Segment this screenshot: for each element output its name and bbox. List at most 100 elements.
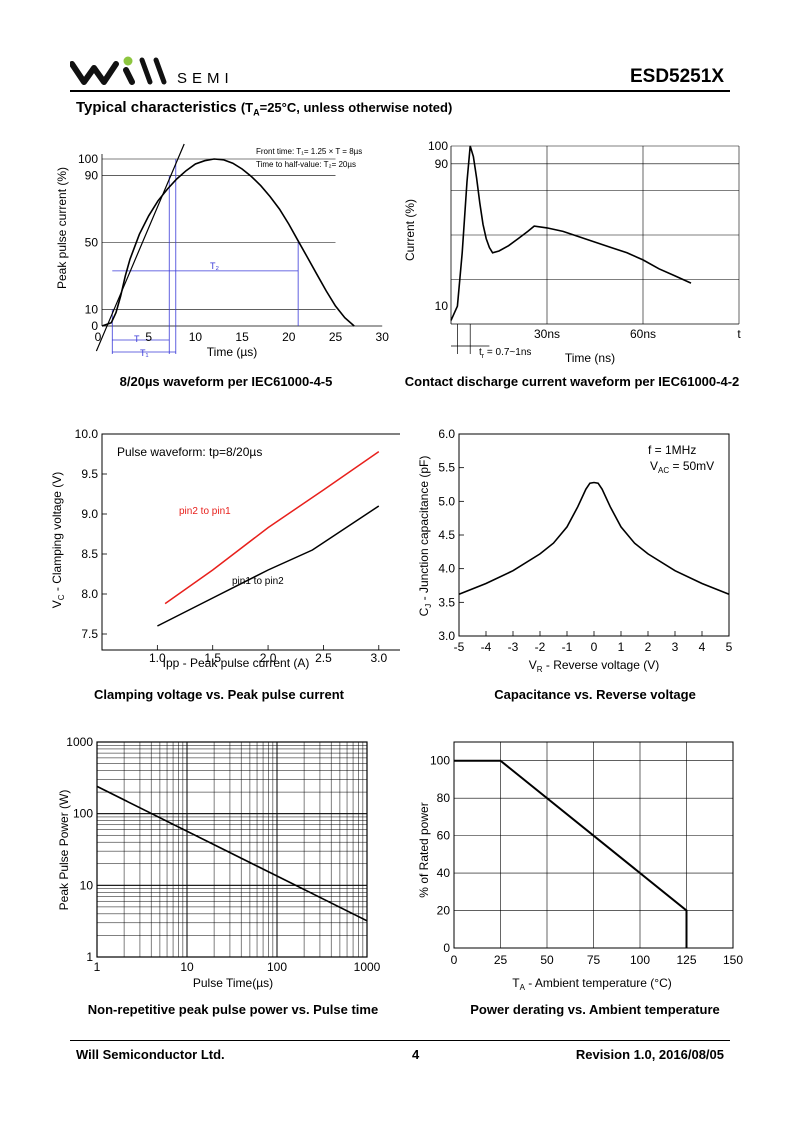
x-tick-label: -4 (481, 640, 492, 654)
front-tangent-line (95, 143, 185, 352)
x-tick-label: -2 (535, 640, 546, 654)
x-tick-label: 5 (726, 640, 733, 654)
caption-chart-5: Non-repetitive peak pulse power vs. Puls… (87, 1002, 379, 1017)
condition-frequency: f = 1MHz (648, 443, 696, 457)
y-tick-label: 100 (430, 754, 450, 768)
chart-clamping-voltage: 1.0 1.5 2.0 2.5 3.0 7.5 8.0 8.5 9.0 9.5 10.0 Pulse… (50, 427, 400, 670)
part-number: ESD5251X (629, 66, 724, 87)
y-tick-label: 10 (435, 299, 449, 313)
y-tick-label: 3.0 (438, 629, 455, 643)
x-axis-label: Time (ns) (565, 351, 615, 365)
section-title-text: Typical characteristics (76, 99, 237, 116)
y-tick-label: 6.0 (438, 427, 455, 441)
y-tick-label: 40 (437, 866, 451, 880)
x-tick-label: 150 (723, 953, 743, 967)
y-tick-label: 0 (443, 941, 450, 955)
chart-contact-discharge: 30ns 60ns t 10 90 100 Time (ns) Current (%) t… (403, 139, 741, 365)
x-tick-label: -1 (562, 640, 573, 654)
x-tick-label: 25 (494, 953, 508, 967)
x-tick-label: 15 (235, 330, 249, 344)
y-axis-label: CJ - Junction capacitance (pF) (417, 456, 433, 617)
waveform-curve (101, 158, 355, 327)
y-axis-label: VC - Clamping voltage (V) (50, 472, 66, 609)
x-tick-label: 100 (630, 953, 650, 967)
y-tick-label: 10.0 (75, 427, 99, 441)
y-tick-label: 10 (85, 302, 99, 316)
power-curve (96, 785, 368, 922)
y-tick-label: 5.0 (438, 494, 455, 508)
x-tick-label: 0 (95, 330, 102, 344)
brand-text: SEMI (177, 70, 234, 87)
y-tick-label: 8.0 (81, 587, 98, 601)
x-tick-label: 2 (645, 640, 652, 654)
x-tick-label: -5 (454, 640, 465, 654)
x-axis-label: Ipp - Peak pulse current (A) (163, 656, 310, 670)
plot-frame (96, 741, 368, 958)
x-tick-label: 1.5 (204, 651, 221, 665)
y-axis-label: Peak pulse current (%) (55, 167, 69, 289)
x-tick-label: 10 (189, 330, 203, 344)
x-tick-label: 1.0 (149, 651, 166, 665)
footer-rule (70, 1040, 730, 1041)
x-tick-label: 1 (618, 640, 625, 654)
x-tick-label: 100 (267, 960, 287, 974)
note-front-time: Front time: T₁= 1.25 × T = 8µs (256, 147, 362, 156)
x-tick-label: 3 (672, 640, 679, 654)
note-half-value: Time to half-value: T₂= 20µs (256, 160, 356, 169)
footer-company: Will Semiconductor Ltd. (76, 1047, 225, 1062)
y-tick-label: 9.0 (81, 507, 98, 521)
x-tick-label: 0 (451, 953, 458, 967)
y-tick-label: 8.5 (81, 547, 98, 561)
x-axis-label: Pulse Time(µs) (193, 976, 273, 990)
y-tick-label: 90 (435, 157, 449, 171)
y-tick-label: 1 (86, 950, 93, 964)
x-tick-label: 5 (145, 330, 152, 344)
y-axis-label: Current (%) (403, 199, 417, 261)
y-tick-label: 9.5 (81, 467, 98, 481)
y-tick-label: 10 (80, 878, 94, 892)
x-tick-label: 25 (329, 330, 343, 344)
x-tick-label: -3 (508, 640, 519, 654)
caption-chart-1: 8/20µs waveform per IEC61000-4-5 (119, 374, 333, 389)
x-tick-label: 20 (282, 330, 296, 344)
y-tick-label: 20 (437, 904, 451, 918)
x-tick-label: 30 (376, 330, 390, 344)
x-tick-label: 60ns (630, 327, 656, 341)
y-tick-label: 0 (91, 319, 98, 333)
series-pin2-to-pin1 (164, 450, 380, 605)
marker-t: T (134, 334, 140, 344)
x-tick-label: 30ns (534, 327, 560, 341)
x-tick-label: t (737, 327, 741, 341)
plot-frame (453, 741, 734, 949)
plot-frame (101, 433, 400, 651)
y-tick-label: 4.0 (438, 562, 455, 576)
x-tick-label: 4 (699, 640, 706, 654)
condition-vac: VAC = 50mV (650, 459, 714, 475)
rise-time-note: tr = 0.7~1ns (479, 347, 531, 360)
chart-capacitance: -5 -4 -3 -2 -1 0 1 2 3 4 5 3.0 3.5 4.0 4.5 5.0 5.5 6.0 f … (417, 427, 733, 674)
marker-t1: T₁ (140, 348, 149, 358)
derating-curve (454, 759, 688, 948)
series-pin1-to-pin2 (157, 505, 380, 627)
y-tick-label: 80 (437, 791, 451, 805)
y-tick-label: 100 (78, 152, 98, 166)
section-condition: (TA=25°C, unless otherwise noted) (240, 100, 453, 118)
discharge-curve (450, 145, 692, 321)
x-tick-label: 2.5 (315, 651, 332, 665)
marker-t2: T₂ (210, 261, 219, 271)
y-axis-label: % of Rated power (417, 802, 431, 897)
y-tick-label: 5.5 (438, 461, 455, 475)
chart-peak-pulse-power: 1 10 100 1000 1 10 100 1000 Pulse Time(µs) Peak… (57, 735, 381, 990)
y-tick-label: 100 (428, 139, 448, 153)
x-axis-label: Time (µs) (207, 345, 257, 359)
caption-chart-2: Contact discharge current waveform per I… (404, 374, 740, 389)
section-title: Typical characteristics (TA=25°C, unless… (76, 99, 452, 118)
x-tick-label: 3.0 (370, 651, 387, 665)
x-tick-label: 0 (591, 640, 598, 654)
header-rule (70, 90, 730, 92)
y-tick-label: 50 (85, 236, 99, 250)
caption-chart-6: Power derating vs. Ambient temperature (470, 1002, 720, 1017)
y-tick-label: 4.5 (438, 528, 455, 542)
x-tick-label: 125 (676, 953, 696, 967)
x-tick-label: 10 (180, 960, 194, 974)
